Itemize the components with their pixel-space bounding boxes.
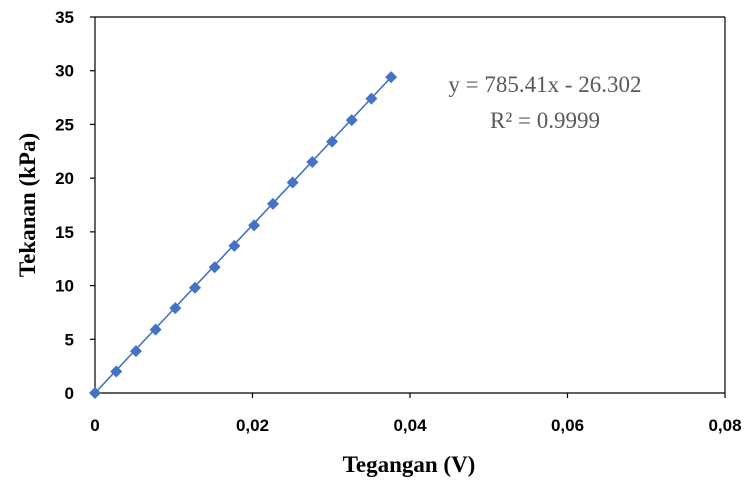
series-layer — [89, 71, 398, 399]
data-point — [228, 239, 241, 252]
x-axis-title: Tegangan (V) — [343, 452, 476, 477]
y-tick-label: 10 — [55, 277, 74, 296]
y-tick-label: 15 — [55, 223, 74, 242]
y-ticks: 0 5 10 15 20 25 30 35 — [55, 8, 95, 403]
y-tick-label: 5 — [65, 330, 74, 349]
data-point — [169, 302, 182, 315]
x-tick-label: 0,08 — [708, 416, 741, 435]
x-tick-label: 0,02 — [236, 416, 269, 435]
data-point — [208, 261, 221, 274]
y-tick-label: 35 — [55, 8, 74, 27]
y-tick-label: 30 — [55, 62, 74, 81]
y-tick-label: 0 — [65, 384, 74, 403]
x-tick-label: 0 — [90, 416, 99, 435]
x-ticks: 0 0,02 0,04 0,06 0,08 — [90, 393, 742, 435]
data-point — [129, 345, 142, 358]
data-point — [248, 219, 261, 232]
y-tick-label: 25 — [55, 115, 74, 134]
data-point — [189, 281, 202, 294]
x-tick-label: 0,06 — [551, 416, 584, 435]
data-point — [365, 92, 378, 105]
y-axis-title: Tekanan (kPa) — [15, 133, 40, 277]
data-point — [326, 135, 339, 148]
trendline-r-squared: R² = 0.9999 — [490, 108, 600, 133]
data-point — [149, 323, 162, 336]
x-tick-label: 0,04 — [393, 416, 427, 435]
data-point — [385, 71, 398, 84]
data-point — [89, 387, 101, 399]
data-point — [345, 114, 358, 127]
data-point — [306, 156, 319, 169]
trendline-equation: y = 785.41x - 26.302 — [448, 72, 641, 97]
y-tick-label: 20 — [55, 169, 74, 188]
trendline — [94, 76, 392, 394]
data-point — [110, 365, 123, 378]
data-point — [286, 176, 299, 189]
data-point — [266, 197, 279, 210]
